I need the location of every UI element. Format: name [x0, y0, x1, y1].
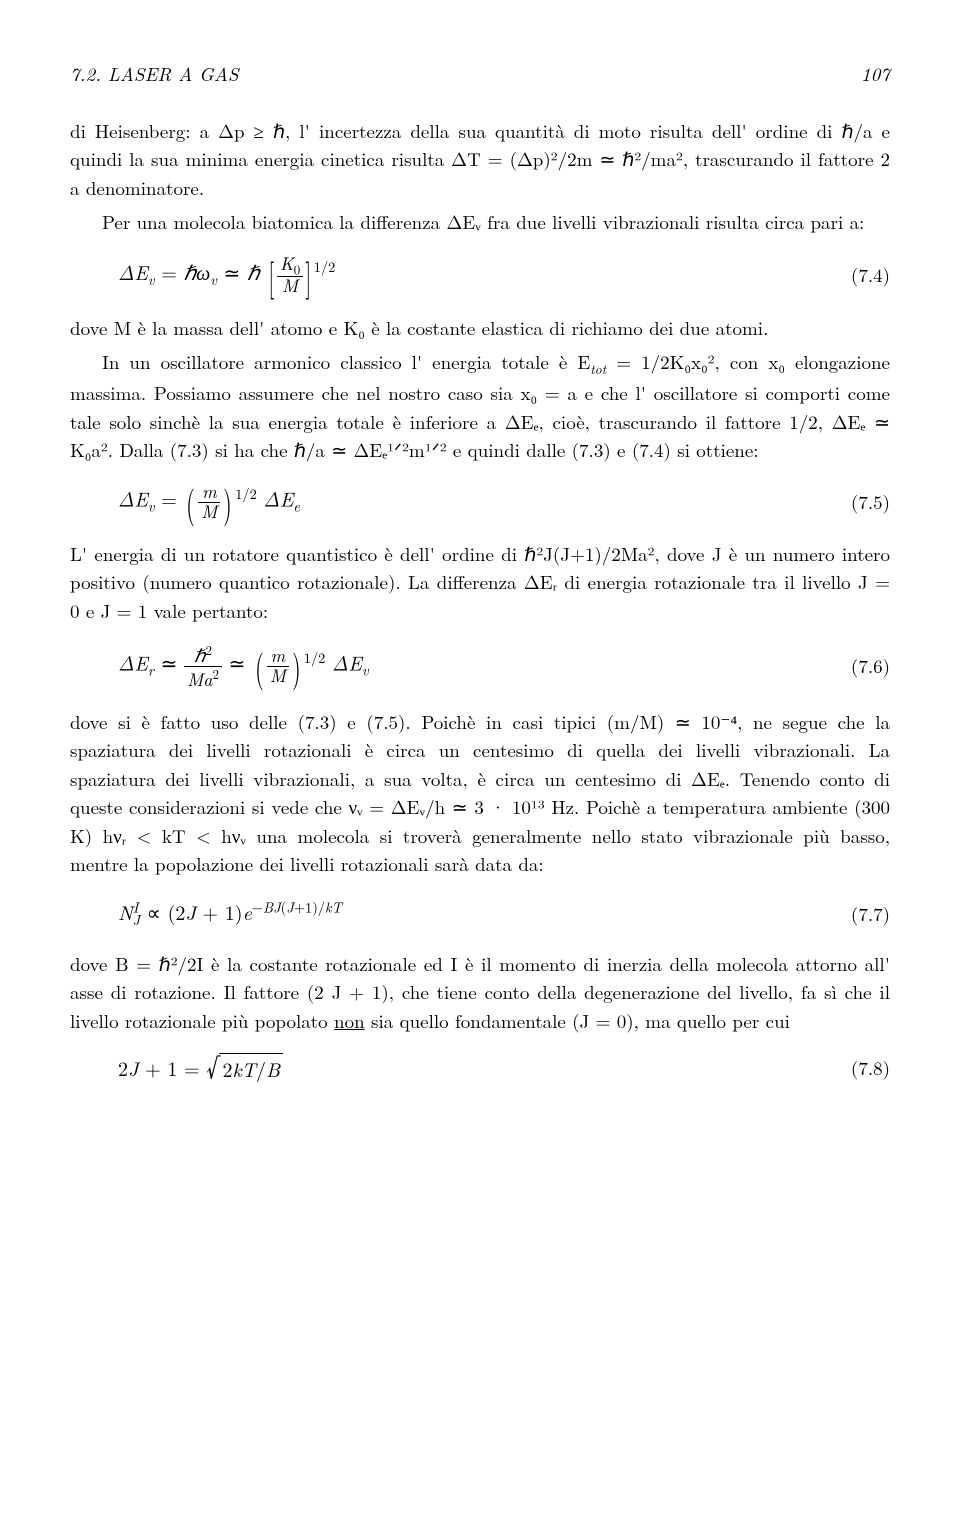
- paragraph-4-a: In un oscillatore armonico classico l' e…: [102, 348, 590, 375]
- equation-7-6-body: ΔEr ≃ ℏ2Ma2 ≃ (mM)1/2 ΔEv: [70, 643, 830, 690]
- paragraph-7-non: non: [334, 1007, 365, 1034]
- paragraph-7: dove B = ℏ²/2I è la costante rotazionale…: [70, 950, 890, 1036]
- paragraph-6: dove si è fatto uso delle (7.3) e (7.5).…: [70, 708, 890, 879]
- equation-7-4: ΔEv = ℏωv ≃ ℏ [K0M]1/2 (7.4): [70, 255, 890, 296]
- equation-7-6-number: (7.6): [830, 652, 890, 681]
- equation-7-6: ΔEr ≃ ℏ2Ma2 ≃ (mM)1/2 ΔEv (7.6): [70, 643, 890, 690]
- equation-7-7-body: NIJ ∝ (2J + 1)e−BJ(J+1)/kT: [70, 897, 830, 932]
- paragraph-2: Per una molecola biatomica la differenza…: [70, 208, 890, 237]
- equation-7-7-number: (7.7): [830, 900, 890, 929]
- header-section: 7.2. LASER A GAS: [70, 60, 239, 89]
- equation-7-5-number: (7.5): [830, 488, 890, 517]
- paragraph-7-b: sia quello fondamentale (J = 0), ma quel…: [365, 1007, 790, 1034]
- equation-7-8-body: 2J + 1 = √2kT/B: [70, 1053, 830, 1084]
- paragraph-4: In un oscillatore armonico classico l' e…: [70, 348, 890, 465]
- paragraph-3: dove M è la massa dell' atomo e K₀ è la …: [70, 314, 890, 343]
- running-header: 7.2. LASER A GAS 107: [70, 60, 890, 89]
- header-page-number: 107: [861, 60, 890, 89]
- equation-7-4-number: (7.4): [830, 261, 890, 290]
- paragraph-5: L' energia di un rotatore quantistico è …: [70, 540, 890, 626]
- equation-7-5-body: ΔEv = (mM)1/2 ΔEe: [70, 483, 830, 522]
- etot-sub: tot: [590, 359, 606, 378]
- paragraph-1: di Heisenberg: a Δp ≥ ℏ, l' incertezza d…: [70, 117, 890, 203]
- equation-7-8: 2J + 1 = √2kT/B (7.8): [70, 1053, 890, 1084]
- equation-7-4-body: ΔEv = ℏωv ≃ ℏ [K0M]1/2: [70, 255, 830, 296]
- equation-7-5: ΔEv = (mM)1/2 ΔEe (7.5): [70, 483, 890, 522]
- equation-7-8-number: (7.8): [830, 1054, 890, 1083]
- equation-7-7: NIJ ∝ (2J + 1)e−BJ(J+1)/kT (7.7): [70, 897, 890, 932]
